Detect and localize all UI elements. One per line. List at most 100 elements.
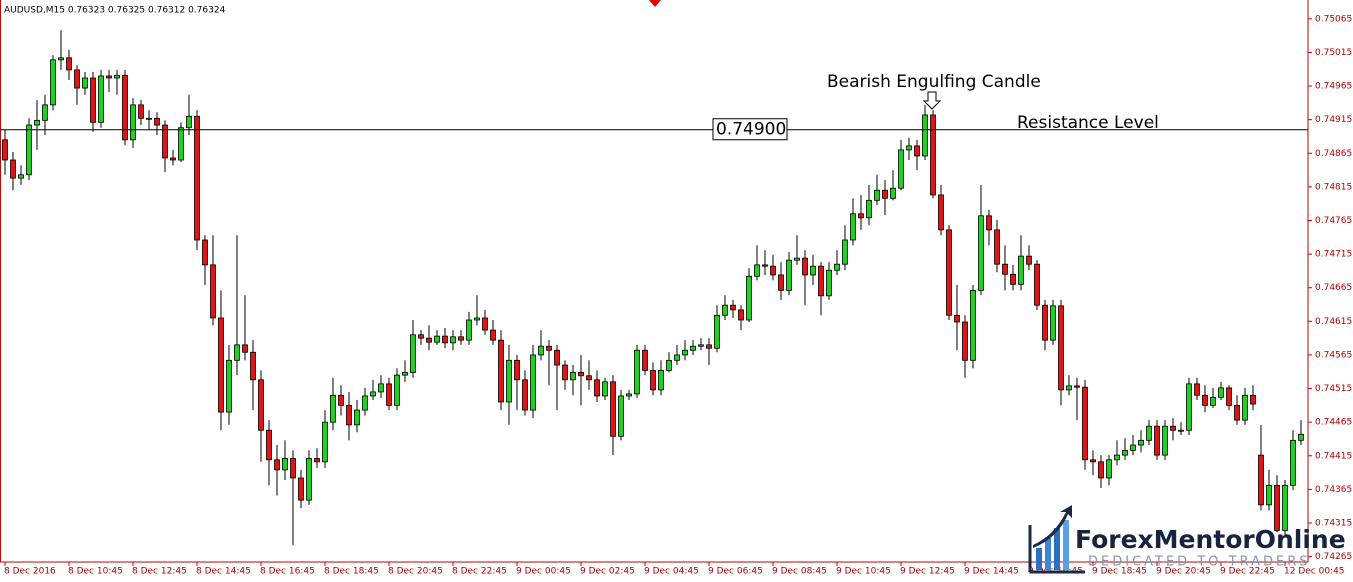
candle-body <box>402 372 408 376</box>
y-tick-label: 0.74365 <box>1315 485 1352 495</box>
candle-body <box>250 351 256 381</box>
candle-body <box>1106 459 1112 479</box>
y-tick-label: 0.74565 <box>1315 350 1352 360</box>
candle-body <box>1074 385 1080 388</box>
candle-body <box>698 344 704 347</box>
candle-body <box>1194 383 1200 396</box>
x-tick-label: 9 Dec 04:45 <box>644 567 699 577</box>
candle-body <box>746 275 752 321</box>
candle-body <box>178 127 184 161</box>
candle-body <box>1098 461 1104 479</box>
annotation-arrow <box>922 91 942 110</box>
candle-body <box>826 269 832 297</box>
candle-body <box>490 329 496 341</box>
logo: ForexMentorOnline DEDICATED TO TRADERS <box>1028 505 1346 574</box>
x-tick-label: 9 Dec 12:45 <box>900 567 955 577</box>
logo-icon <box>1063 520 1069 570</box>
candle-body <box>330 394 336 423</box>
y-tick-label: 0.74965 <box>1315 82 1352 92</box>
y-tick-label: 0.74515 <box>1315 384 1352 394</box>
candle-body <box>1066 385 1072 391</box>
candle-body <box>914 145 920 157</box>
candle-body <box>514 359 520 381</box>
y-tick-label: 0.75065 <box>1315 14 1352 24</box>
x-tick-label: 8 Dec 22:45 <box>452 567 507 577</box>
candle-body <box>82 77 88 89</box>
candle-body <box>1050 305 1056 341</box>
logo-icon <box>1028 525 1085 574</box>
candle-body <box>1210 396 1216 406</box>
logo-tagline: DEDICATED TO TRADERS <box>1088 555 1310 570</box>
candle-body <box>1162 425 1168 456</box>
candle-body <box>674 354 680 361</box>
candle-body <box>474 317 480 321</box>
candle-body <box>282 458 288 471</box>
x-tick-label: 9 Dec 02:45 <box>580 567 635 577</box>
candle-body <box>1154 425 1160 456</box>
candle-body <box>242 344 248 353</box>
candle-body <box>130 104 136 141</box>
x-tick-label: 9 Dec 10:45 <box>836 567 891 577</box>
candle-body <box>1090 459 1096 463</box>
candle-body <box>450 336 456 344</box>
candle-body <box>882 189 888 199</box>
candle-body <box>1298 433 1304 441</box>
x-tick-label: 8 Dec 20:45 <box>388 567 443 577</box>
candle-body <box>442 335 448 344</box>
candle-body <box>186 115 192 129</box>
candle-body <box>34 119 40 126</box>
candle-body <box>706 344 712 349</box>
candle-body <box>858 213 864 219</box>
candle-body <box>298 477 304 501</box>
candle-body <box>1122 450 1128 456</box>
candle-body <box>634 349 640 395</box>
candle-body <box>962 321 968 361</box>
candle-body <box>1146 425 1152 441</box>
candle-body <box>978 215 984 291</box>
x-tick-label: 8 Dec 10:45 <box>68 567 123 577</box>
candle-body <box>1258 454 1264 506</box>
candle-body <box>274 459 280 471</box>
candle-body <box>1186 383 1192 431</box>
candle-body <box>266 429 272 461</box>
candle-body <box>946 229 952 316</box>
candle-body <box>970 290 976 361</box>
x-tick-label: 9 Dec 00:45 <box>516 567 571 577</box>
candle-body <box>618 395 624 437</box>
symbol-info: AUDUSD,M15 0.76323 0.76325 0.76312 0.763… <box>4 6 226 16</box>
candle-body <box>994 229 1000 265</box>
shift-marker <box>649 0 661 7</box>
candle-body <box>834 263 840 271</box>
x-tick-label: 8 Dec 14:45 <box>196 567 251 577</box>
y-tick-label: 0.74865 <box>1315 149 1352 159</box>
candle-body <box>874 189 880 201</box>
candle-body <box>602 381 608 397</box>
resistance-text: Resistance Level <box>1017 113 1159 133</box>
y-tick-label: 0.74765 <box>1315 216 1352 226</box>
candle-body <box>50 59 56 106</box>
candle-body <box>74 69 80 89</box>
x-tick-label: 9 Dec 06:45 <box>708 567 763 577</box>
candle-body <box>26 124 32 176</box>
candle-body <box>1114 454 1120 461</box>
y-tick-label: 0.74415 <box>1315 451 1352 461</box>
candle-body <box>1082 386 1088 461</box>
candle-body <box>682 349 688 356</box>
candle-body <box>794 257 800 261</box>
candle-body <box>1042 304 1048 341</box>
candle-body <box>354 409 360 426</box>
candle-body <box>1058 305 1064 391</box>
candle-body <box>890 187 896 199</box>
candle-body <box>90 77 96 123</box>
candle-body <box>810 265 816 276</box>
y-tick-label: 0.74715 <box>1315 250 1352 260</box>
candle-body <box>898 149 904 189</box>
candle-body <box>1170 425 1176 431</box>
candle-body <box>114 74 120 79</box>
candle-body <box>642 349 648 371</box>
candle-body <box>546 345 552 351</box>
candle-body <box>866 199 872 219</box>
candle-body <box>234 344 240 361</box>
y-tick-label: 0.74465 <box>1315 418 1352 428</box>
logo-icon <box>1054 528 1060 570</box>
